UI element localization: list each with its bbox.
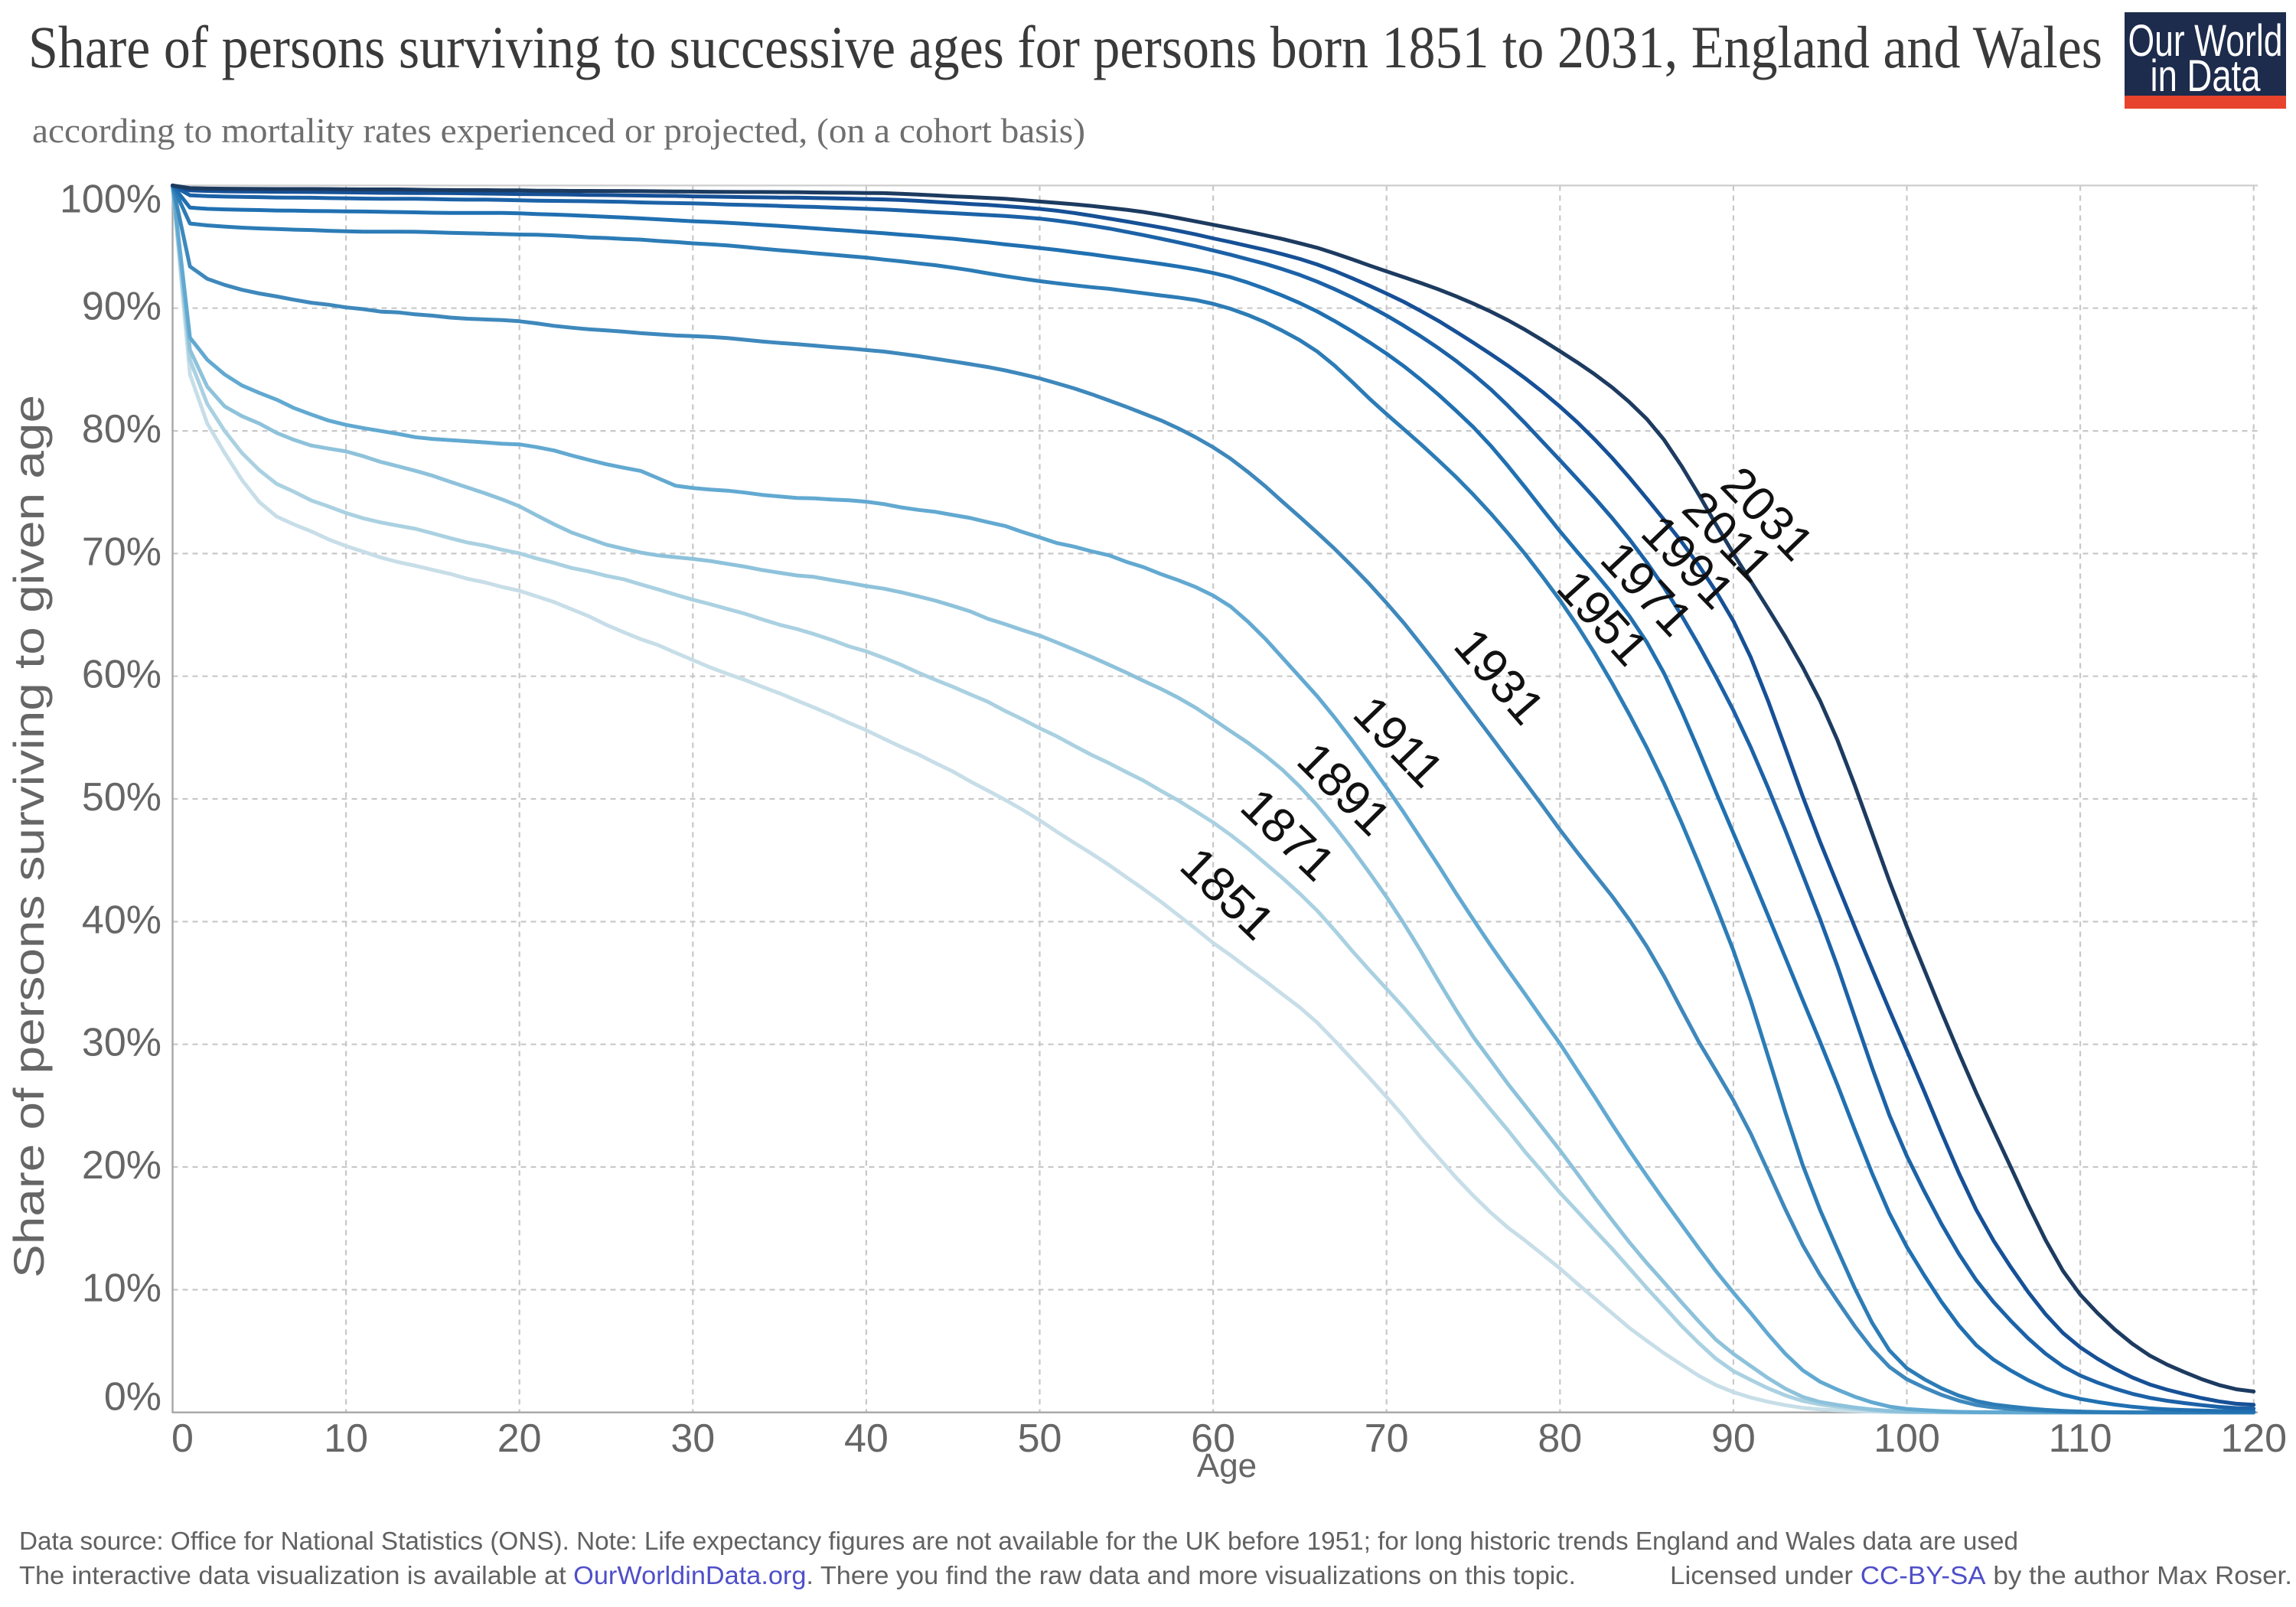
svg-text:Licensed under: Licensed under xyxy=(1670,1561,1861,1589)
svg-text:OurWorldinData.org: OurWorldinData.org xyxy=(573,1561,806,1589)
svg-text:10: 10 xyxy=(324,1416,368,1461)
svg-text:70: 70 xyxy=(1365,1416,1409,1461)
svg-text:CC-BY-SA: CC-BY-SA xyxy=(1861,1561,1986,1589)
svg-text:in Data: in Data xyxy=(2151,51,2262,101)
svg-text:60%: 60% xyxy=(82,653,161,697)
svg-text:80%: 80% xyxy=(82,407,161,451)
svg-text:110: 110 xyxy=(2049,1416,2112,1461)
svg-text:Age: Age xyxy=(1197,1447,1257,1485)
svg-text:40: 40 xyxy=(844,1416,889,1461)
svg-text:Share of persons surviving to: Share of persons surviving to successive… xyxy=(28,14,2102,80)
svg-text:10%: 10% xyxy=(82,1266,161,1310)
svg-text:100: 100 xyxy=(1874,1416,1940,1461)
svg-text:40%: 40% xyxy=(82,898,161,942)
svg-text:Our World: Our World xyxy=(2128,16,2283,66)
svg-text:80: 80 xyxy=(1538,1416,1582,1461)
svg-text:90%: 90% xyxy=(82,285,161,329)
svg-text:70%: 70% xyxy=(82,530,161,574)
svg-text:0%: 0% xyxy=(104,1375,161,1420)
svg-text:by the author Max Roser.: by the author Max Roser. xyxy=(1986,1561,2292,1589)
svg-text:120: 120 xyxy=(2220,1416,2287,1461)
svg-text:60: 60 xyxy=(1191,1416,1235,1461)
svg-text:90: 90 xyxy=(1711,1416,1756,1461)
svg-text:30%: 30% xyxy=(82,1021,161,1065)
svg-text:according to mortality rates e: according to mortality rates experienced… xyxy=(32,111,1085,150)
svg-text:50%: 50% xyxy=(82,775,161,820)
svg-text:0: 0 xyxy=(171,1416,194,1461)
svg-text:Data source: Office for Nation: Data source: Office for National Statist… xyxy=(19,1527,2018,1555)
svg-text:50: 50 xyxy=(1018,1416,1062,1461)
svg-text:Share of persons surviving to: Share of persons surviving to given age xyxy=(5,395,53,1278)
svg-text:. There you find the raw data: . There you find the raw data and more v… xyxy=(806,1561,1576,1589)
svg-text:100%: 100% xyxy=(60,177,161,221)
svg-text:20: 20 xyxy=(497,1416,542,1461)
svg-text:30: 30 xyxy=(670,1416,715,1461)
svg-text:20%: 20% xyxy=(82,1143,161,1188)
svg-text:The interactive data visualiza: The interactive data visualization is av… xyxy=(19,1561,573,1589)
